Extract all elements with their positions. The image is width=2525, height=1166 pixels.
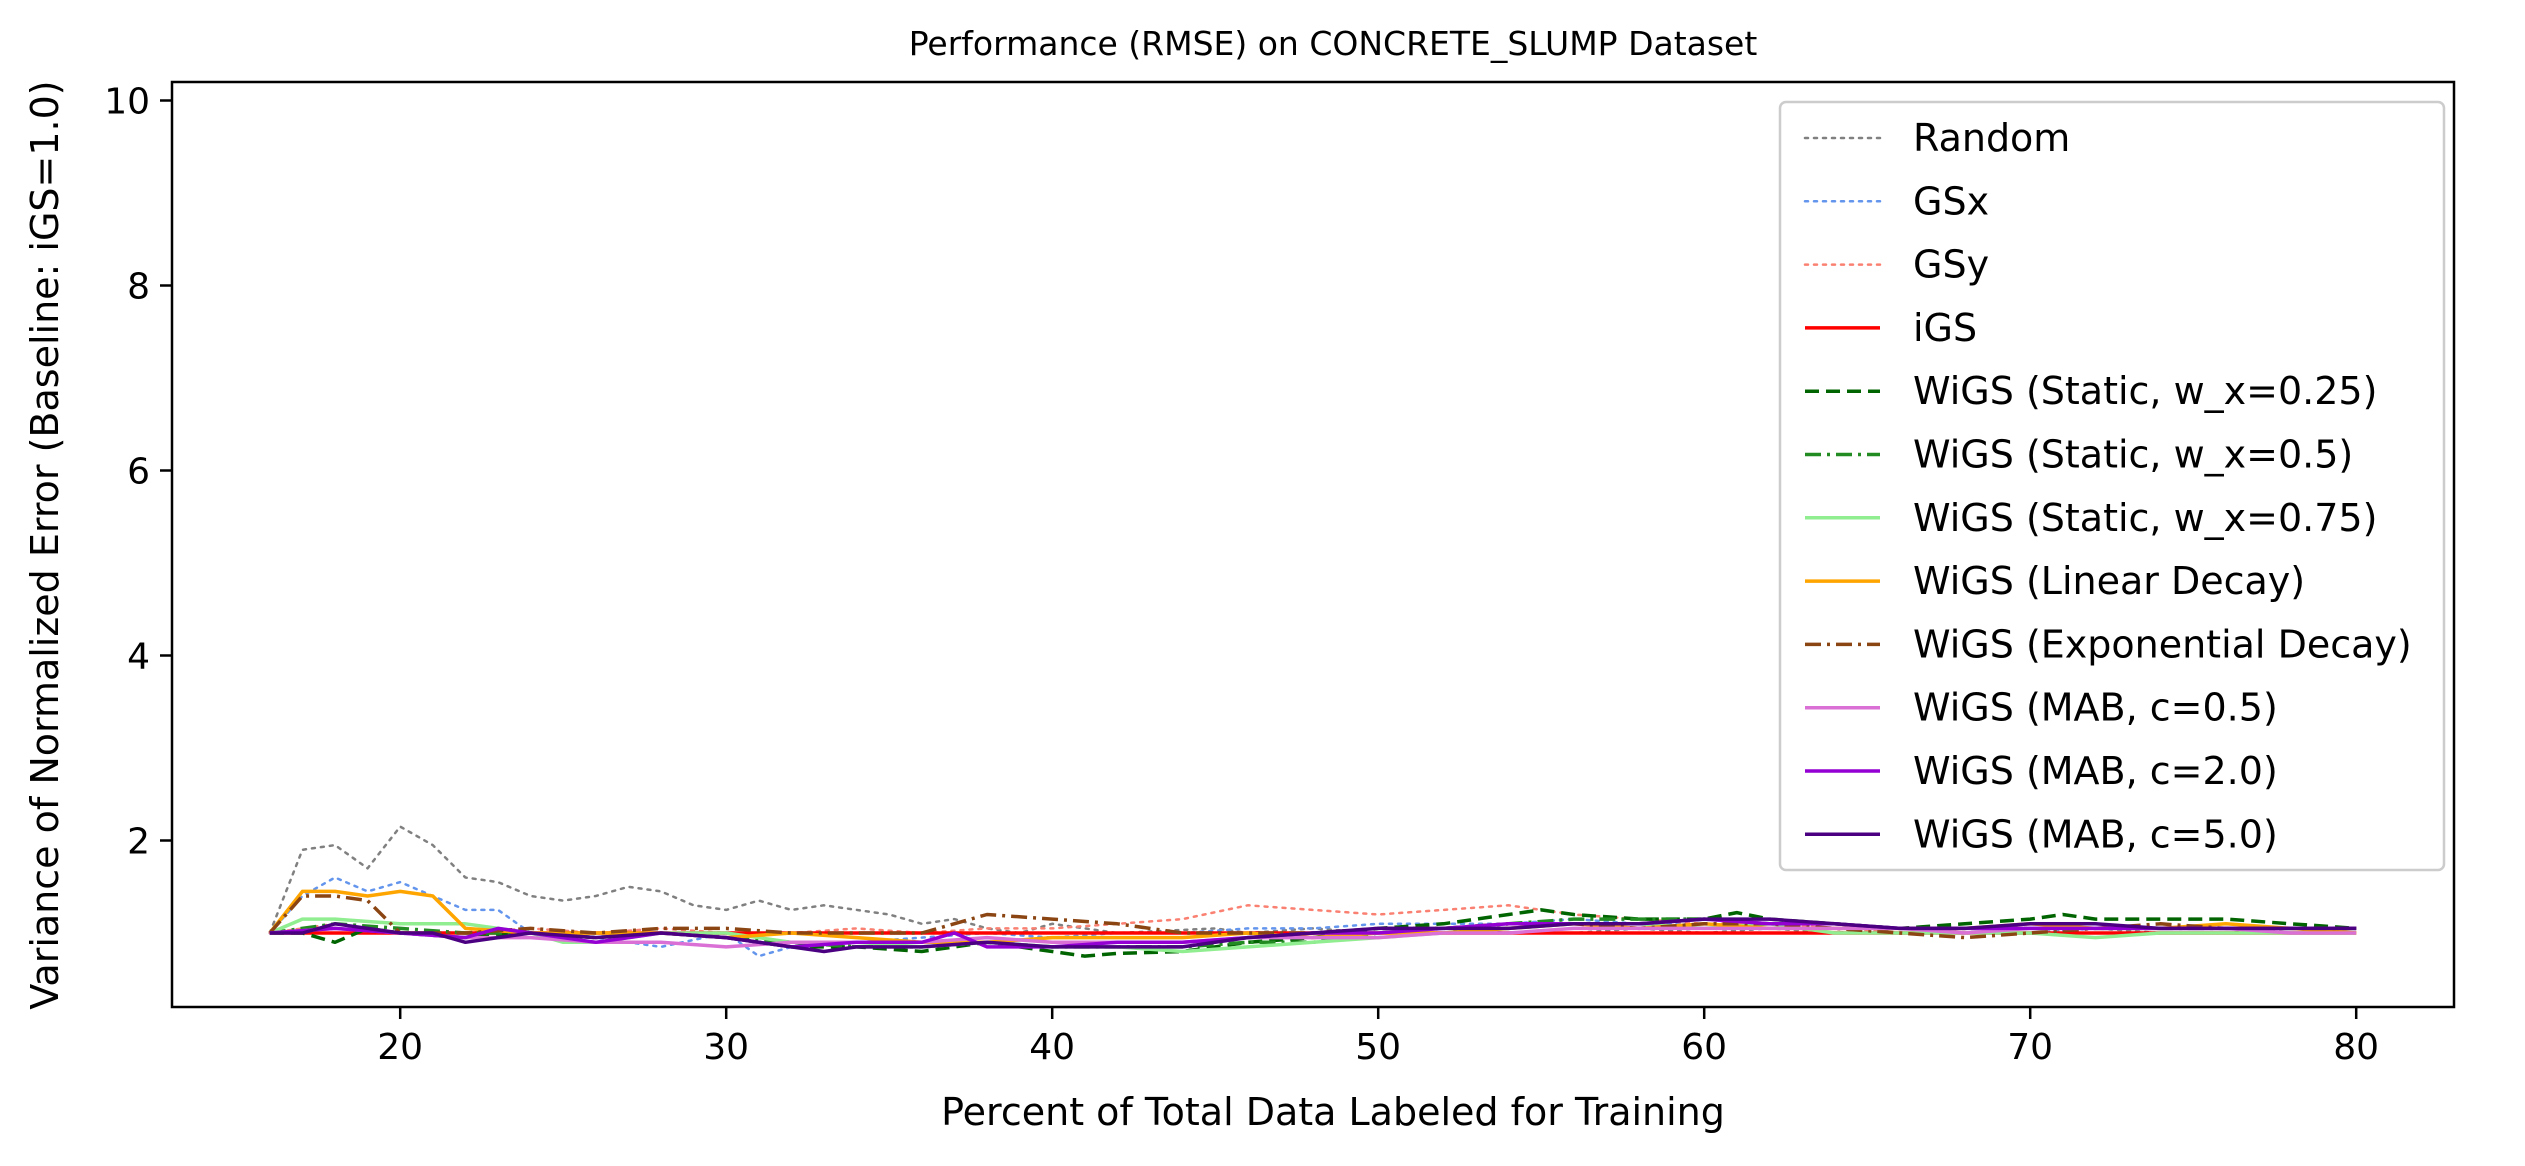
legend-label: WiGS (Exponential Decay)	[1913, 622, 2412, 666]
x-tick-label: 30	[703, 1027, 749, 1068]
x-tick-label: 40	[1029, 1027, 1075, 1068]
x-tick-label: 80	[2333, 1027, 2379, 1068]
series-line-8	[268, 894, 2357, 940]
y-tick-label: 4	[127, 637, 150, 678]
y-tick-label: 10	[104, 82, 150, 123]
y-tick-label: 8	[127, 267, 150, 308]
x-tick-label: 70	[2007, 1027, 2053, 1068]
legend-label: WiGS (MAB, c=5.0)	[1913, 812, 2278, 856]
legend-label: Random	[1913, 116, 2070, 160]
y-tick-label: 6	[127, 452, 150, 493]
series-line-11	[269, 917, 2357, 954]
chart-title: Performance (RMSE) on CONCRETE_SLUMP Dat…	[909, 24, 1758, 63]
legend-label: WiGS (Static, w_x=0.5)	[1913, 433, 2353, 477]
legend-label: iGS	[1913, 306, 1977, 350]
legend-box	[1778, 100, 2446, 872]
y-tick-label: 2	[127, 822, 150, 863]
series-layer	[268, 825, 2358, 958]
y-axis-label: Variance of Normalized Error (Baseline: …	[23, 80, 67, 1009]
y-axis-ticks: 2 4 6 8 10	[104, 82, 172, 863]
legend: Random GSx GSy iGS WiGS (Static, w_x=0.25) Wi…	[1778, 100, 2446, 872]
legend-label: WiGS (Linear Decay)	[1913, 559, 2305, 603]
legend-label: WiGS (MAB, c=0.5)	[1913, 686, 2278, 730]
legend-label: GSx	[1913, 179, 1989, 223]
legend-label: WiGS (MAB, c=2.0)	[1913, 749, 2278, 793]
x-axis-label: Percent of Total Data Labeled for Traini…	[941, 1090, 1725, 1134]
x-tick-label: 60	[1681, 1027, 1727, 1068]
legend-label: WiGS (Static, w_x=0.75)	[1913, 496, 2377, 540]
legend-label: WiGS (Static, w_x=0.25)	[1913, 369, 2377, 413]
legend-label: GSy	[1913, 243, 1989, 287]
x-tick-label: 20	[377, 1027, 423, 1068]
x-tick-label: 50	[1355, 1027, 1401, 1068]
x-axis-ticks: 20 30 40 50 60 70 80	[377, 1007, 2379, 1068]
